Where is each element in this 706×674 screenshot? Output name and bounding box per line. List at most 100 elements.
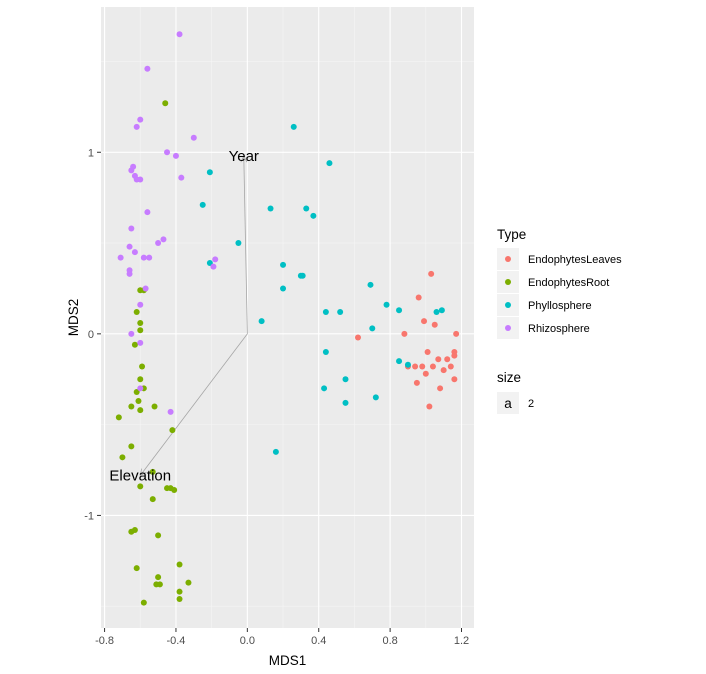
point-endophytesroot xyxy=(137,319,144,326)
point-endophytesroot xyxy=(149,496,156,503)
point-rhizosphere xyxy=(126,243,133,250)
point-rhizosphere xyxy=(172,152,179,159)
arrow-year xyxy=(243,155,248,334)
legend-label-endophytesroot: EndophytesRoot xyxy=(528,277,609,289)
biplot-arrow-labels: Year Elevation xyxy=(109,148,259,485)
point-phyllosphere xyxy=(342,376,349,383)
point-endophytesleaves xyxy=(431,321,438,328)
point-phyllosphere xyxy=(267,205,274,212)
x-tick-label: 0.0 xyxy=(240,635,255,647)
point-endophytesroot xyxy=(115,414,122,421)
point-rhizosphere xyxy=(126,270,133,277)
point-rhizosphere xyxy=(155,240,162,247)
legend-size-value: 2 xyxy=(528,398,534,410)
point-rhizosphere xyxy=(212,256,219,263)
legend-key-endophytesroot xyxy=(505,279,511,285)
point-rhizosphere xyxy=(133,176,140,183)
point-phyllosphere xyxy=(396,307,403,314)
legend-key-endophytesleaves xyxy=(505,256,511,262)
point-endophytesleaves xyxy=(426,403,433,410)
legend-items: EndophytesLeaves EndophytesRoot Phyllosphe… xyxy=(497,248,622,339)
point-rhizosphere xyxy=(144,65,151,72)
point-endophytesleaves xyxy=(421,318,428,325)
x-tick-label: 0.4 xyxy=(311,635,326,647)
point-phyllosphere xyxy=(280,261,287,268)
point-endophytesleaves xyxy=(451,376,458,383)
point-endophytesleaves xyxy=(435,356,442,363)
point-endophytesroot xyxy=(131,341,138,348)
x-tick-label: 1.2 xyxy=(454,635,469,647)
x-tick-label: 0.8 xyxy=(382,635,397,647)
point-endophytesleaves xyxy=(419,363,426,370)
point-phyllosphere xyxy=(369,325,376,332)
biplot-arrows xyxy=(139,154,248,477)
point-endophytesleaves xyxy=(437,385,444,392)
point-phyllosphere xyxy=(433,309,440,316)
point-rhizosphere xyxy=(144,209,151,216)
point-endophytesleaves xyxy=(413,379,420,386)
point-rhizosphere xyxy=(133,123,140,130)
point-endophytesroot xyxy=(151,403,158,410)
plot-panel xyxy=(101,7,474,628)
point-rhizosphere xyxy=(128,167,135,174)
point-endophytesroot xyxy=(162,100,169,107)
x-axis: -0.8 -0.4 0.0 0.4 0.8 1.2 xyxy=(95,628,469,647)
point-phyllosphere xyxy=(272,448,279,455)
point-endophytesroot xyxy=(149,468,156,475)
point-rhizosphere xyxy=(160,236,167,243)
point-endophytesleaves xyxy=(424,349,431,355)
point-phyllosphere xyxy=(199,201,206,208)
point-rhizosphere xyxy=(164,149,171,156)
legend: Type EndophytesLeaves EndophytesRoot Phyll… xyxy=(497,227,622,414)
point-endophytesleaves xyxy=(429,363,436,370)
legend-size-key: a xyxy=(504,396,512,411)
point-endophytesleaves xyxy=(440,367,447,374)
point-phyllosphere xyxy=(310,212,317,219)
point-rhizosphere xyxy=(210,263,217,270)
x-tick-label: -0.4 xyxy=(166,635,185,647)
y-tick-label: -1 xyxy=(84,510,94,522)
point-endophytesroot xyxy=(140,599,147,606)
point-endophytesleaves xyxy=(354,334,361,341)
point-rhizosphere xyxy=(140,254,147,261)
point-rhizosphere xyxy=(117,254,124,261)
arrow-head-year xyxy=(240,154,248,163)
legend-label-rhizosphere: Rhizosphere xyxy=(528,323,590,335)
point-endophytesroot xyxy=(176,595,183,602)
point-phyllosphere xyxy=(322,349,329,355)
point-endophytesleaves xyxy=(428,270,435,277)
point-rhizosphere xyxy=(137,339,144,346)
point-phyllosphere xyxy=(321,385,328,392)
point-phyllosphere xyxy=(367,281,374,288)
point-endophytesleaves xyxy=(415,294,422,301)
point-endophytesroot xyxy=(156,581,163,588)
y-axis-title: MDS2 xyxy=(66,299,81,337)
point-endophytesroot xyxy=(176,588,183,595)
point-rhizosphere xyxy=(146,254,153,261)
point-endophytesroot xyxy=(137,483,144,490)
legend-title: Type xyxy=(497,227,526,242)
arrow-label-elevation: Elevation xyxy=(109,467,171,484)
point-endophytesleaves xyxy=(451,349,458,355)
point-rhizosphere xyxy=(190,134,197,141)
point-rhizosphere xyxy=(176,31,183,38)
point-phyllosphere xyxy=(258,318,265,325)
point-phyllosphere xyxy=(290,123,297,130)
point-endophytesroot xyxy=(137,407,144,414)
y-tick-label: 1 xyxy=(88,147,94,159)
point-rhizosphere xyxy=(128,225,135,232)
point-endophytesroot xyxy=(133,565,140,572)
point-rhizosphere xyxy=(167,408,174,415)
point-endophytesroot xyxy=(133,309,140,316)
point-endophytesroot xyxy=(128,443,135,450)
point-rhizosphere xyxy=(131,249,138,256)
legend-size-title: size xyxy=(497,370,521,385)
y-tick-label: 0 xyxy=(88,329,94,341)
point-phyllosphere xyxy=(299,272,306,279)
point-endophytesroot xyxy=(128,403,135,410)
point-phyllosphere xyxy=(206,169,213,176)
point-endophytesroot xyxy=(137,376,144,383)
point-endophytesleaves xyxy=(453,330,460,337)
legend-label-endophytesleaves: EndophytesLeaves xyxy=(528,254,622,266)
